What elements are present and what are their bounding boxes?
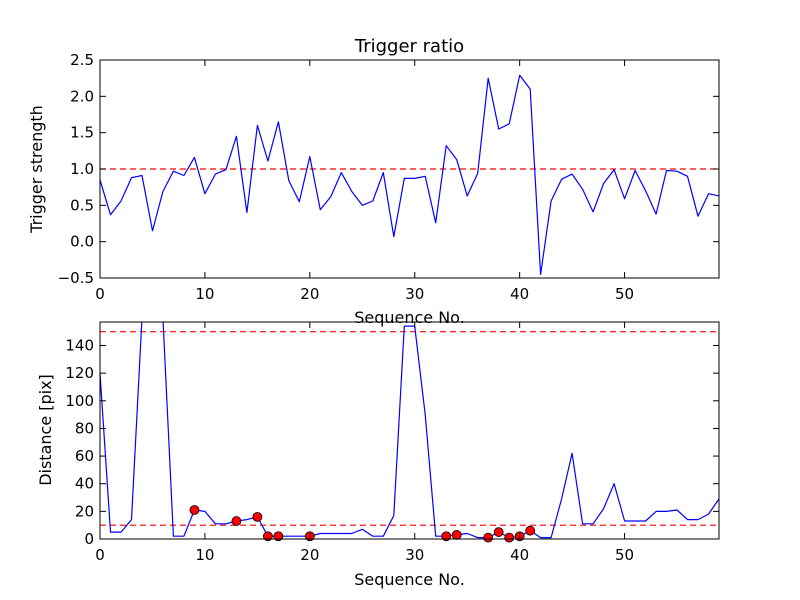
x-tick-label: 10 xyxy=(195,285,214,303)
y-tick-label: 80 xyxy=(75,419,94,437)
bottom-y-axis-label: Distance [pix] xyxy=(36,374,55,486)
top-y-ticks: 2.5 2.0 1.5 1.0 0.5 0.0 −0.5 xyxy=(58,51,719,287)
y-tick-label: 0.5 xyxy=(70,196,94,214)
chart-title: Trigger ratio xyxy=(354,36,464,57)
x-tick-label: 40 xyxy=(510,285,529,303)
distance-marker-point xyxy=(231,516,242,526)
x-tick-label: 0 xyxy=(95,285,105,303)
y-tick-label: 2.0 xyxy=(70,87,94,105)
distance-markers xyxy=(189,505,536,543)
top-x-axis-label: Sequence No. xyxy=(354,308,465,327)
x-tick-label: 30 xyxy=(405,285,424,303)
distance-panel: 0 10 20 30 40 50 140 120 100 80 60 40 20 0 Sequence … xyxy=(36,321,720,589)
distance-line xyxy=(100,322,719,539)
y-tick-label: 20 xyxy=(75,502,94,520)
y-tick-label: 40 xyxy=(75,475,94,493)
distance-marker-point xyxy=(525,525,536,536)
bottom-x-axis-label: Sequence No. xyxy=(354,570,465,589)
distance-marker-point xyxy=(493,527,504,537)
distance-marker-point xyxy=(504,532,515,543)
trigger-strength-line xyxy=(99,74,720,275)
x-tick-label: 40 xyxy=(510,546,529,564)
distance-series xyxy=(100,322,719,539)
distance-marker-point xyxy=(189,505,200,515)
trigger-strength-series xyxy=(99,74,720,275)
y-tick-label: −0.5 xyxy=(58,269,94,287)
y-tick-label: 140 xyxy=(65,336,94,354)
distance-marker-point xyxy=(441,531,452,542)
bottom-y-ticks: 140 120 100 80 60 40 20 0 xyxy=(65,336,719,548)
y-tick-label: 120 xyxy=(65,364,94,382)
trigger-ratio-panel: 0 10 20 30 40 50 2.5 2.0 1.5 1.0 0.5 0.0 −0.5 Seque… xyxy=(27,51,720,327)
x-tick-label: 0 xyxy=(95,546,105,564)
x-tick-label: 50 xyxy=(615,546,634,564)
y-tick-label: 1.5 xyxy=(70,124,94,142)
distance-marker-point xyxy=(273,531,284,542)
y-tick-label: 100 xyxy=(65,392,94,410)
distance-marker-point xyxy=(262,531,273,542)
y-tick-label: 60 xyxy=(75,447,94,465)
x-tick-label: 30 xyxy=(405,546,424,564)
y-tick-label: 1.0 xyxy=(70,160,94,178)
y-tick-label: 0.0 xyxy=(70,233,94,251)
distance-marker-point xyxy=(252,511,263,522)
distance-marker-point xyxy=(483,532,494,543)
x-tick-label: 10 xyxy=(195,546,214,564)
distance-marker-point xyxy=(451,529,462,540)
top-y-axis-label: Trigger strength xyxy=(27,105,46,234)
x-tick-label: 50 xyxy=(615,285,634,303)
x-tick-label: 20 xyxy=(300,546,319,564)
distance-threshold-lines xyxy=(100,331,719,526)
top-x-ticks: 0 10 20 30 40 50 xyxy=(95,60,634,303)
bottom-x-ticks: 0 10 20 30 40 50 xyxy=(95,322,634,564)
bottom-plot-frame xyxy=(99,321,720,540)
y-tick-label: 0 xyxy=(84,530,94,548)
y-tick-label: 2.5 xyxy=(70,51,94,69)
x-tick-label: 20 xyxy=(300,285,319,303)
